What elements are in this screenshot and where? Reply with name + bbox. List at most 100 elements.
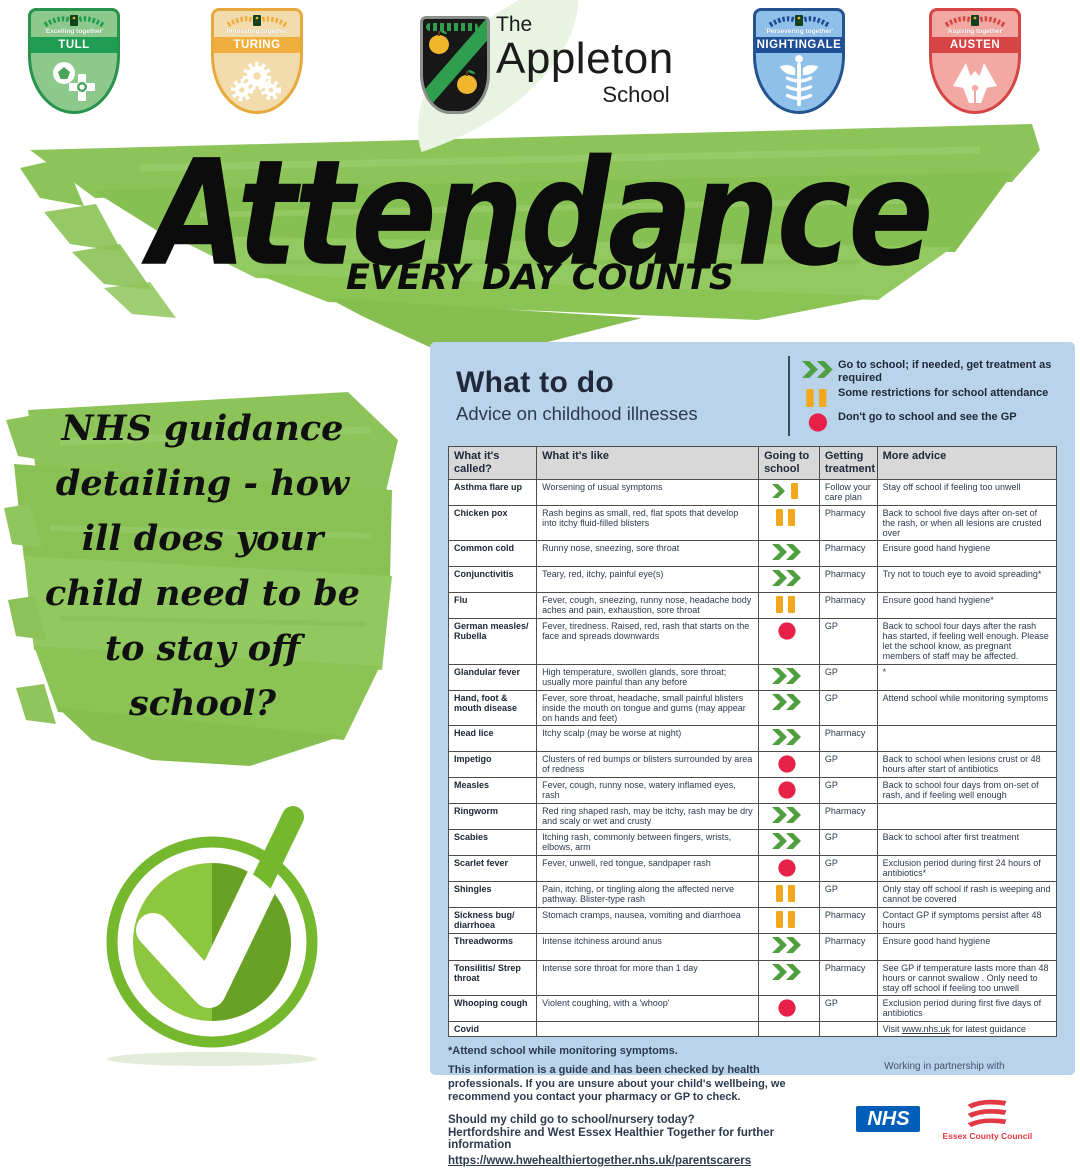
badge-motto: 'Aspiring together'	[946, 28, 1004, 35]
treatment-cell: GP	[818, 829, 878, 857]
pause-status-icon	[758, 881, 820, 909]
stop-status-icon	[758, 994, 820, 1022]
symptoms-cell: Stomach cramps, nausea, vomiting and dia…	[536, 907, 760, 935]
none-status-icon	[758, 1020, 820, 1037]
table-row: Head lice Itchy scalp (may be worse at ni…	[447, 724, 1058, 752]
school-name: The Appleton School	[496, 14, 674, 106]
healthier-together-link[interactable]: https://www.hwehealthiertogether.nhs.uk/…	[448, 1155, 752, 1168]
advice-cell: Back to school four days from on-set of …	[876, 776, 1058, 805]
symptoms-cell: Fever, tiredness. Raised, red, rash that…	[536, 618, 760, 665]
go-status-icon	[758, 803, 820, 831]
question-text: Should my child go to school/nursery tod…	[448, 1114, 695, 1127]
treatment-cell: GP	[818, 855, 878, 883]
column-header: What it's called?	[447, 446, 538, 480]
table-row: Threadworms Intense itchiness around anus…	[447, 933, 1058, 961]
treatment-cell: GP	[818, 994, 878, 1022]
legend-label: Some restrictions for school attendance	[838, 387, 1049, 400]
symptoms-cell: Teary, red, itchy, painful eye(s)	[536, 566, 760, 594]
illness-name: Impetigo	[447, 750, 538, 778]
essex-seaxes-icon	[967, 1099, 1007, 1127]
table-row: Tonsilitis/ Strep throat Intense sore thr…	[447, 959, 1058, 996]
treatment-cell: Follow your care plan	[818, 478, 878, 506]
go-status-icon	[758, 829, 820, 857]
go-status-icon	[802, 359, 838, 381]
treatment-cell: Pharmacy	[818, 724, 878, 752]
school-name-school: School	[602, 82, 670, 107]
treatment-cell: Pharmacy	[818, 803, 878, 831]
legend-item: Some restrictions for school attendance	[802, 387, 1057, 409]
house-badge-row: 'Excelling together' TULL 'Innovating toge…	[0, 0, 1080, 120]
illness-name: Conjunctivitis	[447, 566, 538, 594]
table-row: Scarlet fever Fever, unwell, red tongue, …	[447, 855, 1058, 883]
advice-cell: Try not to touch eye to avoid spreading*	[876, 566, 1058, 594]
illness-name: Whooping cough	[447, 994, 538, 1022]
symptoms-cell	[536, 1020, 760, 1037]
house-badge-nightingale: 'Persevering together' NIGHTINGALE	[753, 8, 845, 114]
illness-name: Hand, foot & mouth disease	[447, 689, 538, 726]
table-row: Asthma flare up Worsening of usual sympto…	[447, 478, 1058, 506]
table-header-row: What it's called? What it's like Going to …	[447, 446, 1058, 480]
partnership-label: Working in partnership with	[884, 1060, 1005, 1072]
green-brush-stroke-header	[20, 124, 1040, 380]
stop-status-icon	[758, 855, 820, 883]
illness-name: Threadworms	[447, 933, 538, 961]
house-badge-turing: 'Innovating together' TURING	[211, 8, 303, 114]
treatment-cell: GP	[818, 750, 878, 778]
table-row: Conjunctivitis Teary, red, itchy, painful…	[447, 566, 1058, 594]
pause-status-icon	[758, 504, 820, 541]
disclaimer: This information is a guide and has been…	[448, 1063, 786, 1104]
legend-label: Don't go to school and see the GP	[838, 411, 1017, 424]
illness-name: Scabies	[447, 829, 538, 857]
column-header: Getting treatment	[818, 446, 878, 480]
poster-footer: *Attend school while monitoring symptoms…	[448, 1045, 1057, 1169]
pause-status-icon	[758, 907, 820, 935]
illness-name: Measles	[447, 776, 538, 805]
illness-name: Asthma flare up	[447, 478, 538, 506]
badge-laurel-icon	[42, 14, 106, 28]
illness-name: Flu	[447, 592, 538, 620]
go-status-icon	[758, 539, 820, 568]
illness-name: Sickness bug/ diarrhoea	[447, 907, 538, 935]
council-name: Essex County Council	[942, 1130, 1033, 1141]
table-row: Sickness bug/ diarrhoea Stomach cramps, n…	[447, 907, 1058, 935]
stop-status-icon	[758, 750, 820, 778]
symptoms-cell: Runny nose, sneezing, sore throat	[536, 539, 760, 568]
symptoms-cell: High temperature, swollen glands, sore t…	[536, 663, 760, 691]
symptoms-cell: Rash begins as small, red, flat spots th…	[536, 504, 760, 541]
page-subtitle: EVERY DAY COUNTS	[345, 258, 735, 298]
advice-cell: Attend school while monitoring symptoms	[876, 689, 1058, 726]
legend: Go to school; if needed, get treatment a…	[802, 356, 1057, 436]
essex-county-council-logo: Essex County Council	[942, 1098, 1032, 1141]
symptoms-cell: Fever, cough, sneezing, runny nose, head…	[536, 592, 760, 620]
stop-status-icon	[802, 411, 838, 433]
table-row: Measles Fever, cough, runny nose, watery …	[447, 776, 1058, 805]
advice-cell: Visit www.nhs.uk for latest guidance	[876, 1020, 1058, 1037]
symptoms-cell: Worsening of usual symptoms	[536, 478, 760, 506]
column-header: More advice	[876, 446, 1058, 480]
advice-cell: Back to school when lesions crust or 48 …	[876, 750, 1058, 778]
legend-label: Go to school; if needed, get treatment a…	[838, 359, 1052, 385]
crest-laurel	[426, 23, 478, 31]
table-row: Chicken pox Rash begins as small, red, fl…	[447, 504, 1058, 541]
badge-motto: 'Excelling together'	[44, 28, 104, 35]
house-badge-tull: 'Excelling together' TULL	[28, 8, 120, 114]
advice-cell	[876, 724, 1058, 752]
advice-cell: Ensure good hand hygiene	[876, 539, 1058, 568]
illness-name: Head lice	[447, 724, 538, 752]
table-row: Flu Fever, cough, sneezing, runny nose, h…	[447, 592, 1058, 620]
advice-cell	[876, 803, 1058, 831]
advice-cell: Only stay off school if rash is weeping …	[876, 881, 1058, 909]
nhs-website-link[interactable]: www.nhs.uk	[901, 1023, 950, 1034]
advice-cell: Back to school five days after on-set of…	[876, 504, 1058, 541]
table-row: Common cold Runny nose, sneezing, sore th…	[447, 539, 1058, 568]
advice-cell: Back to school after first treatment	[876, 829, 1058, 857]
table-row: Hand, foot & mouth disease Fever, sore th…	[447, 689, 1058, 726]
poster-header: What to do Advice on childhood illnesses…	[448, 356, 1057, 437]
symptoms-cell: Violent coughing, with a 'whoop'	[536, 994, 760, 1022]
advice-cell: Exclusion period during first five days …	[876, 994, 1058, 1022]
treatment-cell: Pharmacy	[818, 539, 878, 568]
footnote: *Attend school while monitoring symptoms…	[448, 1044, 678, 1057]
symptoms-cell: Pain, itching, or tingling along the aff…	[536, 881, 760, 909]
illness-name: Common cold	[447, 539, 538, 568]
pause-status-icon	[802, 387, 838, 409]
